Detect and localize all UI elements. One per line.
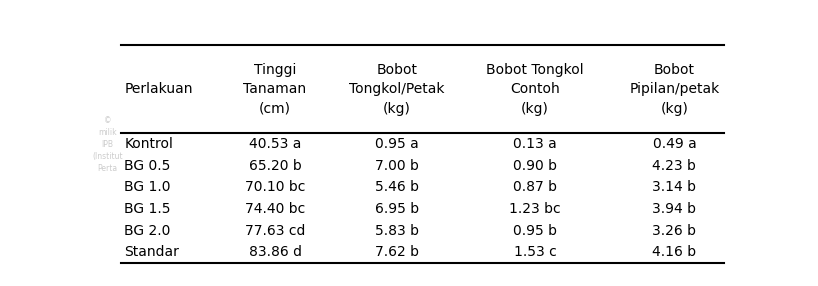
Text: 3.26 b: 3.26 b [653, 224, 696, 238]
Text: 1.23 bc: 1.23 bc [509, 202, 560, 216]
Text: Bobot
Pipilan/petak
(kg): Bobot Pipilan/petak (kg) [629, 63, 720, 116]
Text: ©
milik
IPB
(Institut
Perta: © milik IPB (Institut Perta [92, 116, 123, 172]
Text: Kontrol: Kontrol [124, 137, 173, 151]
Text: BG 1.5: BG 1.5 [124, 202, 171, 216]
Text: 0.13 a: 0.13 a [513, 137, 557, 151]
Text: 5.46 b: 5.46 b [375, 180, 419, 194]
Text: 70.10 bc: 70.10 bc [245, 180, 305, 194]
Text: Tinggi
Tanaman
(cm): Tinggi Tanaman (cm) [244, 63, 307, 116]
Text: 6.95 b: 6.95 b [375, 202, 419, 216]
Text: BG 1.0: BG 1.0 [124, 180, 171, 194]
Text: 0.49 a: 0.49 a [653, 137, 696, 151]
Text: 5.83 b: 5.83 b [375, 224, 419, 238]
Text: 77.63 cd: 77.63 cd [245, 224, 305, 238]
Text: 40.53 a: 40.53 a [249, 137, 301, 151]
Text: 65.20 b: 65.20 b [249, 159, 301, 173]
Text: 74.40 bc: 74.40 bc [245, 202, 305, 216]
Text: 83.86 d: 83.86 d [249, 245, 302, 259]
Text: 0.95 b: 0.95 b [513, 224, 557, 238]
Text: BG 2.0: BG 2.0 [124, 224, 171, 238]
Text: Bobot Tongkol
Contoh
(kg): Bobot Tongkol Contoh (kg) [486, 63, 584, 116]
Text: Standar: Standar [124, 245, 179, 259]
Text: Perlakuan: Perlakuan [124, 82, 193, 96]
Text: 0.95 a: 0.95 a [375, 137, 419, 151]
Text: 4.23 b: 4.23 b [653, 159, 696, 173]
Text: 0.90 b: 0.90 b [513, 159, 557, 173]
Text: 1.53 c: 1.53 c [514, 245, 556, 259]
Text: 7.00 b: 7.00 b [375, 159, 419, 173]
Text: 7.62 b: 7.62 b [375, 245, 419, 259]
Text: 4.16 b: 4.16 b [652, 245, 696, 259]
Text: 3.94 b: 3.94 b [653, 202, 696, 216]
Text: Bobot
Tongkol/Petak
(kg): Bobot Tongkol/Petak (kg) [349, 63, 445, 116]
Text: BG 0.5: BG 0.5 [124, 159, 171, 173]
Text: 0.87 b: 0.87 b [513, 180, 557, 194]
Text: 3.14 b: 3.14 b [653, 180, 696, 194]
